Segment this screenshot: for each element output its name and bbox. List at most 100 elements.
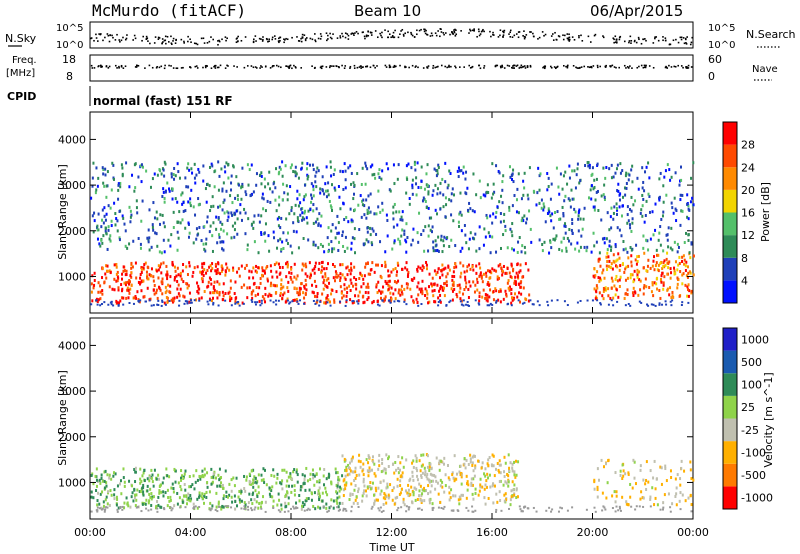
freq-point <box>459 66 461 68</box>
scatter-cell <box>362 198 365 202</box>
scatter-cell <box>179 476 182 480</box>
scatter-cell <box>121 272 124 276</box>
scatter-cell <box>187 496 190 500</box>
scatter-cell <box>353 192 356 196</box>
scatter-cell <box>304 499 307 503</box>
scatter-cell <box>614 500 617 504</box>
colorbar-tick-label: -25 <box>741 424 759 437</box>
scatter-cell <box>281 160 284 164</box>
ground-scatter-cell <box>467 509 470 512</box>
scatter-cell <box>489 214 492 218</box>
freq-point <box>300 67 303 69</box>
scatter-cell <box>517 211 520 215</box>
scatter-cell <box>217 473 220 477</box>
scatter-cell <box>353 208 356 212</box>
scatter-cell <box>571 169 574 173</box>
noise-point <box>261 40 264 42</box>
scatter-cell <box>178 496 181 500</box>
scatter-cell <box>321 499 324 503</box>
freq-point <box>275 64 278 67</box>
scatter-cell <box>581 227 584 231</box>
scatter-cell <box>638 278 641 282</box>
scatter-cell <box>117 506 120 510</box>
scatter-cell <box>206 268 209 272</box>
freq-point <box>500 66 502 69</box>
scatter-cell <box>551 212 554 216</box>
freq-point <box>388 64 391 67</box>
noise-point <box>108 40 111 43</box>
noise-point <box>225 39 227 42</box>
scatter-cell <box>224 270 227 274</box>
scatter-cell <box>676 242 679 246</box>
scatter-cell <box>613 490 616 494</box>
scatter-cell <box>568 164 571 168</box>
scatter-cell <box>460 482 463 486</box>
scatter-cell <box>560 240 563 244</box>
ground-scatter-cell <box>291 300 294 303</box>
noise-point <box>331 37 333 40</box>
scatter-cell <box>465 281 468 285</box>
scatter-cell <box>394 496 397 500</box>
scatter-cell <box>608 239 611 243</box>
scatter-cell <box>372 229 375 233</box>
scatter-cell <box>598 291 601 295</box>
scatter-cell <box>381 169 384 173</box>
scatter-cell <box>247 183 250 187</box>
scatter-cell <box>209 501 212 505</box>
scatter-cell <box>197 291 200 295</box>
scatter-cell <box>261 269 264 273</box>
scatter-cell <box>615 490 618 494</box>
scatter-cell <box>139 490 142 494</box>
freq-point <box>108 65 111 68</box>
scatter-cell <box>247 217 250 221</box>
scatter-cell <box>689 460 692 464</box>
scatter-cell <box>290 163 293 167</box>
noise-point <box>122 36 124 39</box>
scatter-cell <box>212 285 215 289</box>
scatter-cell <box>670 201 673 205</box>
scatter-cell <box>197 284 200 288</box>
scatter-cell <box>339 285 342 289</box>
scatter-cell <box>617 295 620 299</box>
scatter-cell <box>436 481 439 485</box>
noise-point <box>568 33 570 36</box>
scatter-cell <box>562 214 565 218</box>
scatter-cell <box>497 298 500 302</box>
noise-point <box>502 34 505 36</box>
ground-scatter-cell <box>293 507 296 510</box>
scatter-cell <box>312 473 315 477</box>
scatter-cell <box>374 176 377 180</box>
scatter-cell <box>471 483 474 487</box>
scatter-cell <box>234 507 237 511</box>
ground-scatter-cell <box>90 303 93 306</box>
scatter-cell <box>377 205 380 209</box>
scatter-cell <box>493 484 496 488</box>
scatter-cell <box>536 191 539 195</box>
scatter-cell <box>492 212 495 216</box>
scatter-cell <box>285 238 288 242</box>
scatter-cell <box>221 298 224 302</box>
scatter-cell <box>568 228 571 232</box>
colorbar-swatch <box>723 280 737 303</box>
ground-scatter-cell <box>163 507 166 510</box>
scatter-cell <box>349 298 352 302</box>
scatter-cell <box>389 291 392 295</box>
scatter-cell <box>688 270 691 274</box>
scatter-cell <box>380 489 383 493</box>
scatter-cell <box>564 231 567 235</box>
noise-point <box>350 33 353 35</box>
noise-point <box>634 39 636 42</box>
noise-point <box>387 36 389 39</box>
scatter-cell <box>161 292 164 296</box>
scatter-cell <box>431 193 434 197</box>
scatter-cell <box>443 456 446 460</box>
scatter-cell <box>362 301 365 305</box>
colorbar-swatch <box>723 373 737 396</box>
scatter-cell <box>622 239 625 243</box>
scatter-cell <box>623 270 626 274</box>
ground-scatter-cell <box>109 301 112 304</box>
scatter-cell <box>162 476 165 480</box>
scatter-cell <box>105 184 108 188</box>
scatter-cell <box>210 475 213 479</box>
